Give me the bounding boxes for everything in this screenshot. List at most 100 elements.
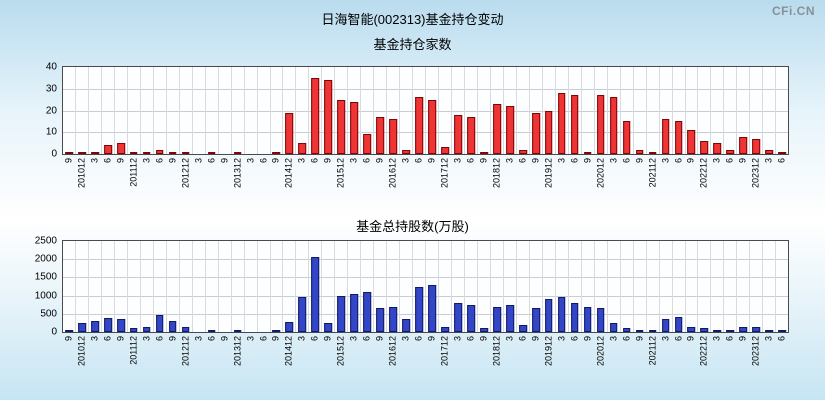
x-tick-label: 6: [102, 336, 113, 342]
y-tick-label: 20: [45, 105, 57, 116]
bar-slot: 3: [452, 241, 466, 341]
bar-slot: 6: [465, 241, 478, 341]
y-tick-label: 500: [40, 308, 57, 320]
bar: [350, 293, 359, 332]
bar-slot: 9: [634, 241, 647, 341]
bar: [648, 151, 657, 154]
bar: [142, 151, 151, 154]
bar-slot: 6: [309, 67, 323, 163]
x-tick-label: 202212: [698, 336, 709, 367]
bar: [532, 112, 540, 154]
x-tick-label: 6: [621, 336, 632, 342]
bar: [376, 117, 385, 154]
x-tick-label: 6: [413, 336, 424, 342]
x-tick-label: 202312: [750, 336, 761, 367]
bar-slot: 201012: [76, 241, 89, 366]
x-tick-label: 202012: [595, 336, 606, 367]
y-tick-label: 1000: [34, 290, 57, 302]
x-tick-label: 9: [374, 336, 385, 342]
bar-slot: 3: [348, 241, 362, 341]
bar-slot: 9: [530, 67, 543, 163]
bar-slot: 201212: [180, 67, 193, 188]
bar-slot: 9: [271, 241, 284, 341]
bar-slot: 201812: [491, 241, 504, 366]
bar: [324, 322, 333, 332]
bar: [91, 321, 99, 332]
bar-slot: 9: [737, 241, 751, 341]
bar: [726, 330, 735, 332]
y-tick-label: 0: [51, 148, 57, 160]
x-tick-label: 3: [556, 336, 567, 342]
bar: [298, 297, 307, 332]
bar-slot: 9: [167, 67, 180, 163]
bar-slot: 6: [517, 241, 530, 341]
x-tick-label: 201412: [283, 336, 294, 367]
bar-slot: 201312: [232, 67, 245, 188]
bar: [415, 97, 423, 154]
bar: [493, 306, 501, 332]
bar-slot: 3: [763, 241, 777, 341]
bar: [752, 138, 761, 154]
bar: [583, 306, 592, 332]
bar-slot: 202212: [698, 241, 712, 366]
bar: [207, 330, 216, 332]
bar-slot: 6: [206, 67, 219, 163]
x-tick-label: 201912: [543, 336, 554, 367]
bar-slot: 6: [102, 241, 115, 341]
x-tick-label: 3: [711, 336, 722, 342]
bar-slot: 6: [569, 67, 582, 163]
bar-slot: 9: [426, 67, 440, 163]
bar: [441, 147, 449, 154]
bar: [181, 151, 190, 154]
x-tick-label: 6: [206, 336, 217, 342]
bar-slot: 3: [348, 67, 362, 163]
bar: [778, 330, 787, 332]
x-tick-label: 9: [322, 336, 333, 342]
bar: [168, 151, 177, 154]
bar-slot: 9: [582, 241, 595, 341]
x-tick-label: 9: [582, 336, 593, 342]
bar-slot: 3: [245, 241, 258, 341]
bar-slot: 9: [271, 67, 284, 163]
bar-slot: 201012: [76, 67, 89, 188]
x-tick-label: 6: [309, 336, 320, 342]
bar-slot: 3: [556, 241, 569, 341]
bar-slot: 201512: [335, 241, 349, 366]
bar-slot: 202012: [595, 241, 608, 366]
bar: [285, 112, 294, 154]
bar-slot: 3: [660, 67, 673, 163]
bar: [674, 121, 683, 154]
bar-slot: 3: [711, 241, 725, 341]
bar: [726, 149, 735, 154]
bar-slot: 3: [711, 67, 725, 163]
bar: [363, 134, 372, 154]
bar-slot: 6: [569, 241, 582, 341]
bar-slot: 6: [673, 241, 686, 341]
bar: [389, 119, 398, 154]
bar-slot: 3: [193, 67, 206, 163]
bar-slot: 9: [63, 67, 76, 163]
bar: [752, 326, 761, 332]
x-tick-label: 202112: [647, 336, 658, 366]
bar: [65, 330, 73, 332]
bar: [155, 149, 164, 154]
plot-area-total-shares: 0 500 1000 1500 2000 2500 9 201012 3 6 9 201112 3 6 9…: [35, 236, 789, 366]
y-tick-label: 10: [45, 126, 57, 138]
x-tick-label: 3: [348, 336, 359, 342]
bar-slot: 6: [673, 67, 686, 163]
bar-slot: 6: [621, 241, 634, 341]
bar-slot: 3: [608, 67, 621, 163]
bar: [687, 326, 696, 332]
bar: [570, 302, 579, 332]
x-tick-label: 201612: [387, 336, 398, 367]
bar: [467, 117, 475, 154]
bar-slot: 9: [322, 241, 336, 341]
bar-slot: 201112: [128, 241, 141, 365]
bar-slot: 9: [478, 241, 491, 341]
x-tick-label: 6: [673, 336, 684, 342]
bar-slot: 9: [374, 67, 388, 163]
bar: [467, 304, 475, 332]
bar-slot: 6: [413, 67, 427, 163]
